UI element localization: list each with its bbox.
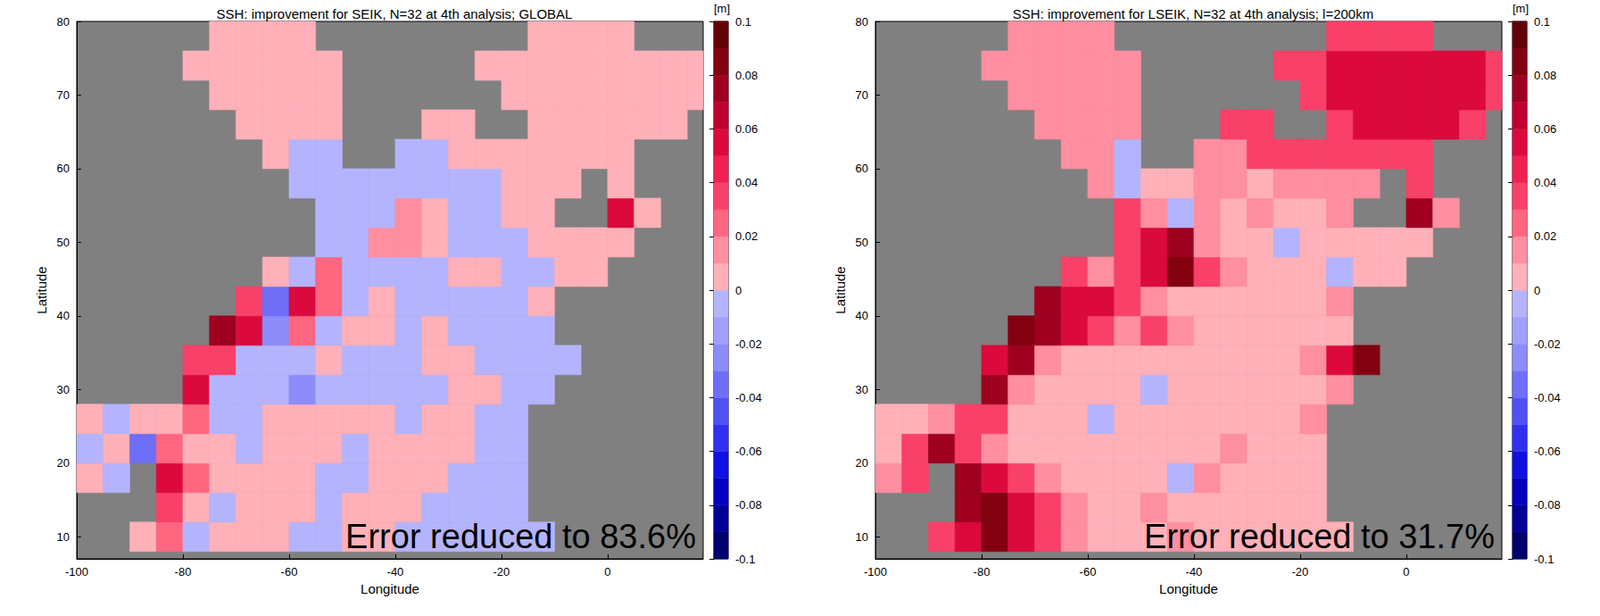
svg-text:0.06: 0.06 xyxy=(735,122,758,136)
svg-text:-0.1: -0.1 xyxy=(1533,552,1554,566)
svg-text:50: 50 xyxy=(855,235,869,249)
svg-text:40: 40 xyxy=(855,308,869,323)
svg-text:-60: -60 xyxy=(281,564,299,579)
svg-text:[m]: [m] xyxy=(713,1,730,16)
svg-text:SSH: improvement for LSEIK, N=: SSH: improvement for LSEIK, N=32 at 4th … xyxy=(1012,6,1374,22)
svg-text:Error reduced to 83.6%: Error reduced to 83.6% xyxy=(345,517,697,556)
svg-text:SSH: improvement for SEIK, N=3: SSH: improvement for SEIK, N=32 at 4th a… xyxy=(216,6,573,22)
svg-text:0: 0 xyxy=(1402,564,1410,579)
svg-text:-40: -40 xyxy=(1185,564,1203,579)
svg-text:Longitude: Longitude xyxy=(360,580,420,597)
svg-text:-0.08: -0.08 xyxy=(735,497,763,512)
svg-text:Latitude: Latitude xyxy=(33,265,50,314)
svg-text:0.08: 0.08 xyxy=(1533,68,1557,83)
svg-text:0.06: 0.06 xyxy=(1533,122,1557,136)
svg-text:60: 60 xyxy=(855,161,869,175)
svg-text:70: 70 xyxy=(855,88,869,102)
svg-text:Longitude: Longitude xyxy=(1159,580,1219,597)
svg-text:0.04: 0.04 xyxy=(1533,175,1557,190)
svg-text:60: 60 xyxy=(57,161,70,175)
svg-text:0: 0 xyxy=(604,564,611,579)
svg-text:70: 70 xyxy=(57,88,70,102)
svg-text:20: 20 xyxy=(57,455,70,470)
svg-text:-100: -100 xyxy=(65,564,89,579)
svg-text:-0.04: -0.04 xyxy=(1533,390,1561,405)
svg-text:0.08: 0.08 xyxy=(735,68,758,83)
svg-text:-0.06: -0.06 xyxy=(735,444,763,458)
svg-text:-100: -100 xyxy=(863,564,888,579)
svg-text:-60: -60 xyxy=(1079,564,1097,579)
svg-text:-0.1: -0.1 xyxy=(735,552,755,566)
svg-text:-0.06: -0.06 xyxy=(1533,444,1561,458)
svg-text:0: 0 xyxy=(735,283,742,298)
svg-text:0.02: 0.02 xyxy=(735,229,758,243)
svg-text:80: 80 xyxy=(855,15,869,29)
svg-text:20: 20 xyxy=(855,455,869,470)
svg-text:0.1: 0.1 xyxy=(1533,15,1551,29)
svg-text:80: 80 xyxy=(57,15,70,29)
svg-text:10: 10 xyxy=(855,530,869,544)
svg-text:30: 30 xyxy=(855,382,869,397)
svg-text:[m]: [m] xyxy=(1512,1,1529,16)
svg-text:40: 40 xyxy=(57,308,70,323)
svg-text:10: 10 xyxy=(57,530,70,544)
svg-text:-0.02: -0.02 xyxy=(735,337,763,351)
svg-text:-20: -20 xyxy=(1292,564,1310,579)
svg-text:0.02: 0.02 xyxy=(1533,229,1557,243)
svg-text:-20: -20 xyxy=(493,564,511,579)
svg-text:-40: -40 xyxy=(387,564,405,579)
svg-text:30: 30 xyxy=(57,382,70,397)
svg-text:0: 0 xyxy=(1533,283,1541,298)
svg-text:0.1: 0.1 xyxy=(735,15,752,29)
svg-text:50: 50 xyxy=(57,235,70,249)
svg-text:-80: -80 xyxy=(174,564,192,579)
svg-text:-80: -80 xyxy=(973,564,991,579)
svg-text:-0.04: -0.04 xyxy=(735,390,763,405)
svg-text:Error reduced to 31.7%: Error reduced to 31.7% xyxy=(1144,517,1495,556)
svg-text:Latitude: Latitude xyxy=(832,265,848,314)
svg-text:-0.08: -0.08 xyxy=(1533,497,1561,512)
svg-text:-0.02: -0.02 xyxy=(1533,337,1561,351)
svg-text:0.04: 0.04 xyxy=(735,175,758,190)
